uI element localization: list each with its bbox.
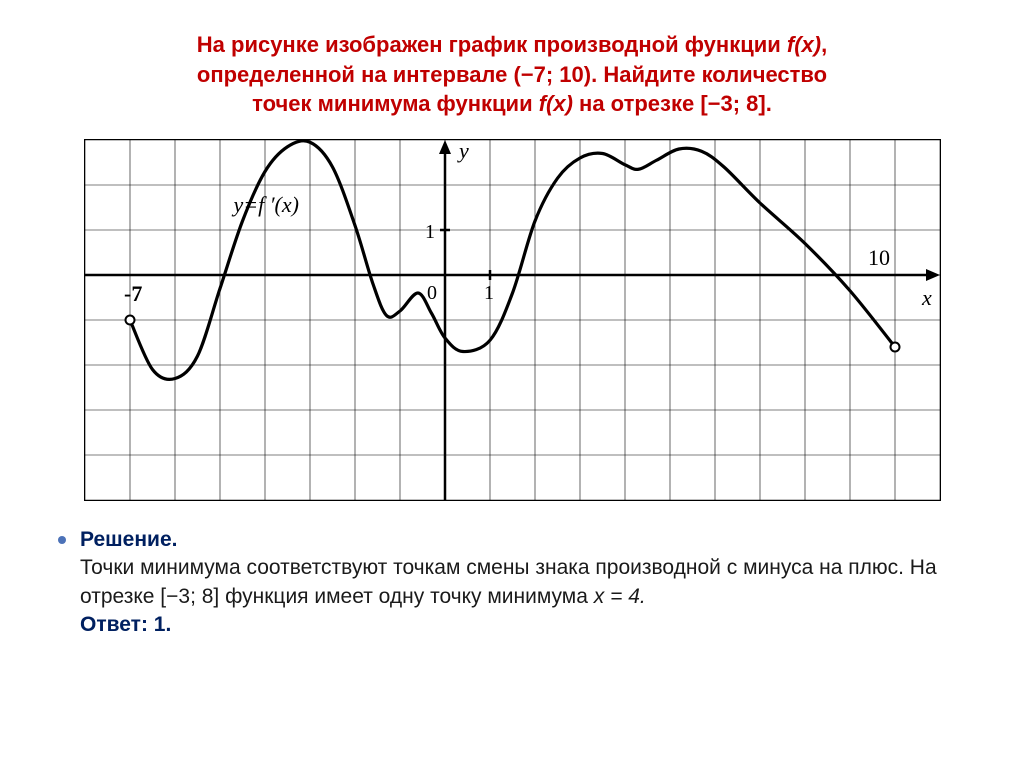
svg-text:-7: -7 <box>124 281 142 306</box>
derivative-chart: y x 0 1 1 -7 10 y=f ′(x) <box>84 139 941 501</box>
svg-text:1: 1 <box>484 282 494 304</box>
svg-text:0: 0 <box>427 282 437 304</box>
solution-text: Решение. Точки минимума соответствуют то… <box>80 526 984 639</box>
solution-answer: Ответ: 1. <box>80 613 171 636</box>
svg-text:y=f ′(x): y=f ′(x) <box>231 192 298 217</box>
solution-heading: Решение. <box>80 528 177 551</box>
title-l2: определенной на интервале (−7; 10). Найд… <box>197 62 827 87</box>
svg-text:1: 1 <box>425 221 435 243</box>
title-l3b: на отрезке [−3; 8]. <box>573 91 772 116</box>
solution-block: Решение. Точки минимума соответствуют то… <box>40 526 984 639</box>
bullet-icon <box>58 536 66 544</box>
problem-title: На рисунке изображен график производной … <box>40 30 984 119</box>
svg-text:y: y <box>457 139 469 163</box>
svg-text:x: x <box>921 285 932 310</box>
solution-body: Точки минимума соответствуют точкам смен… <box>80 556 937 607</box>
title-l3fx: f(x) <box>539 91 573 116</box>
title-l3a: точек минимума функции <box>252 91 539 116</box>
title-l1b: , <box>821 32 827 57</box>
svg-text:10: 10 <box>868 245 890 270</box>
solution-xval: x = 4. <box>594 585 646 608</box>
title-l1fx: f(x) <box>787 32 821 57</box>
title-l1a: На рисунке изображен график производной … <box>197 32 787 57</box>
chart-container: y x 0 1 1 -7 10 y=f ′(x) <box>40 139 984 501</box>
